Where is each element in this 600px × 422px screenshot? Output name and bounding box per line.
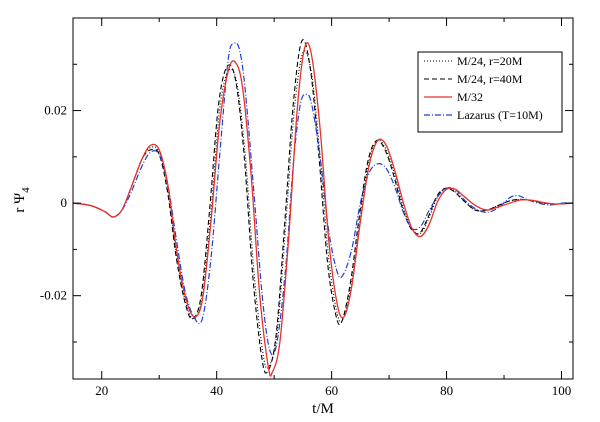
plot-frame xyxy=(72,17,574,380)
series-line-m-24-r-20m xyxy=(73,50,573,369)
y-axis-title: r Ψ4 xyxy=(12,187,32,213)
x-tick-label: 40 xyxy=(210,383,223,398)
legend-box xyxy=(417,51,563,133)
x-tick-label: 60 xyxy=(325,383,338,398)
x-tick-label: 100 xyxy=(552,383,572,398)
series-line-m-24-r-40m xyxy=(73,39,573,374)
series-curves xyxy=(73,39,573,377)
y-axis-title-main: r Ψ xyxy=(12,192,28,213)
series-line-lazarus-t-10m xyxy=(73,42,573,356)
axis-ticks: 20 40 60 80 100 -0.02 0 0.02 xyxy=(40,18,573,398)
y-tick-label: 0.02 xyxy=(44,103,67,118)
x-axis-title: t/M xyxy=(312,401,334,417)
legend-label-m-32: M/32 xyxy=(457,90,483,104)
x-tick-label: 80 xyxy=(440,383,453,398)
series-line-m-32 xyxy=(73,42,573,377)
y-tick-label: 0 xyxy=(61,195,68,210)
y-axis-title-subscript: 4 xyxy=(20,187,32,193)
legend-label-m-24-r-20m: M/24, r=20M xyxy=(457,54,523,68)
legend: M/24, r=20M M/24, r=40M M/32 Lazarus (T=10M… xyxy=(417,51,563,133)
svg-text:r Ψ4: r Ψ4 xyxy=(12,187,32,213)
x-tick-label: 20 xyxy=(95,383,108,398)
y-tick-label: -0.02 xyxy=(40,288,67,303)
legend-label-lazarus-t-10m: Lazarus (T=10M) xyxy=(457,108,543,122)
legend-label-m-24-r-40m: M/24, r=40M xyxy=(457,72,523,86)
